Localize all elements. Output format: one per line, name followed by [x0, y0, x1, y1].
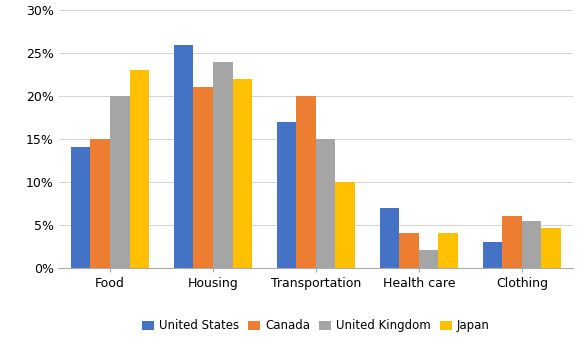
Bar [335, 182, 355, 268]
Legend: United States, Canada, United Kingdom, Japan: United States, Canada, United Kingdom, J… [137, 315, 494, 337]
Bar [297, 96, 316, 268]
Bar [316, 139, 335, 268]
Bar [91, 139, 110, 268]
Bar [380, 208, 400, 268]
Bar [213, 62, 232, 268]
Bar [522, 221, 541, 268]
Bar [438, 233, 458, 268]
Bar [194, 87, 213, 268]
Bar [71, 147, 91, 268]
Bar [541, 228, 561, 268]
Bar [277, 122, 297, 268]
Bar [483, 242, 503, 268]
Bar [400, 233, 419, 268]
Bar [129, 70, 149, 268]
Bar [419, 250, 438, 268]
Bar [232, 79, 252, 268]
Bar [110, 96, 129, 268]
Bar [503, 216, 522, 268]
Bar [174, 45, 194, 268]
